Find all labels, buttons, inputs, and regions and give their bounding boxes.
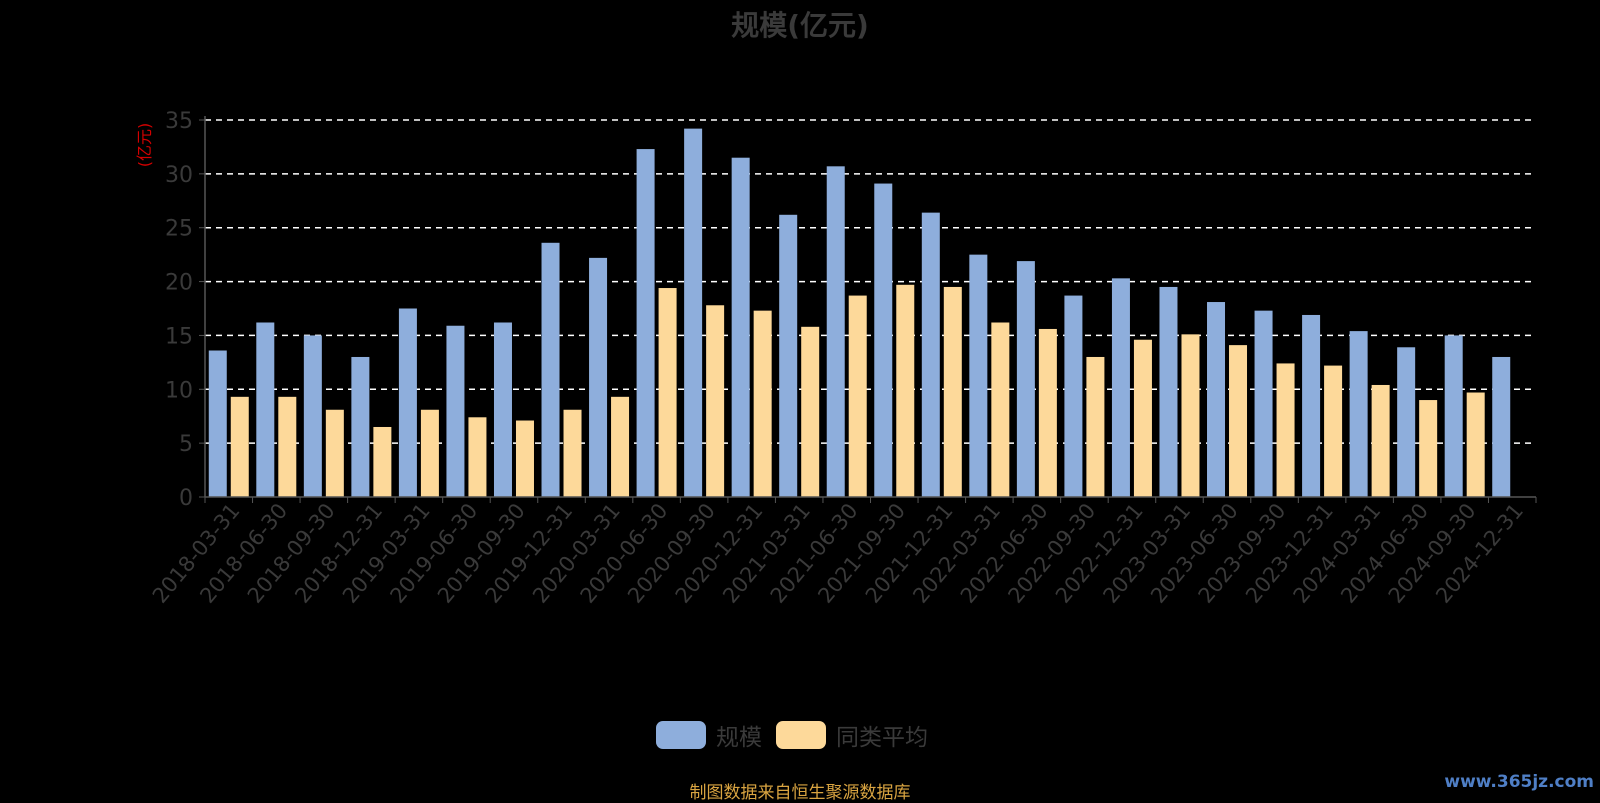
bars (208, 128, 1511, 498)
axes (199, 116, 1537, 503)
bar-peer-average-2020-03-31 (611, 396, 630, 497)
y-tick-label-35: 35 (165, 109, 193, 134)
bar-scale-2018-12-31 (351, 356, 370, 497)
bar-peer-average-2021-03-31 (801, 326, 820, 497)
bar-scale-2019-12-31 (541, 242, 560, 497)
bar-scale-2021-09-30 (874, 183, 893, 497)
bar-scale-2019-06-30 (446, 325, 465, 497)
legend-label-scale: 规模 (716, 725, 762, 751)
bar-peer-average-2018-06-30 (278, 396, 297, 497)
bar-peer-average-2024-06-30 (1419, 400, 1438, 497)
bar-peer-average-2020-09-30 (706, 305, 725, 497)
bar-peer-average-2022-12-31 (1133, 339, 1152, 497)
bar-peer-average-2018-12-31 (373, 426, 392, 497)
bar-scale-2022-12-31 (1111, 278, 1130, 497)
bar-scale-2020-12-31 (731, 157, 750, 497)
data-source-note: 制图数据来自恒生聚源数据库 (689, 783, 911, 803)
bar-peer-average-2019-12-31 (563, 409, 582, 497)
legend-swatch-peer-average (776, 721, 826, 749)
bar-peer-average-2018-09-30 (325, 409, 344, 497)
bar-peer-average-2019-09-30 (515, 420, 534, 497)
bar-peer-average-2019-03-31 (420, 409, 439, 497)
bar-peer-average-2020-06-30 (658, 288, 677, 497)
bar-scale-2021-12-31 (921, 212, 940, 498)
bar-scale-2024-06-30 (1397, 347, 1416, 497)
bar-peer-average-2023-03-31 (1181, 334, 1200, 497)
bar-scale-2020-03-31 (589, 257, 608, 497)
y-tick-label-15: 15 (165, 324, 193, 349)
legend-label-peer-average: 同类平均 (836, 725, 928, 751)
y-tick-label-20: 20 (165, 271, 193, 296)
bar-peer-average-2021-12-31 (943, 286, 962, 497)
y-tick-label-30: 30 (165, 163, 193, 188)
bar-peer-average-2024-03-31 (1371, 384, 1390, 497)
bar-scale-2018-06-30 (256, 322, 275, 497)
bar-peer-average-2023-12-31 (1324, 365, 1343, 497)
bar-scale-2018-09-30 (303, 335, 322, 497)
legend-item-scale[interactable]: 规模 (656, 718, 762, 752)
bar-scale-2021-03-31 (779, 214, 798, 497)
bar-peer-average-2020-12-31 (753, 310, 772, 497)
bar-peer-average-2021-09-30 (896, 284, 915, 497)
y-tick-label-10: 10 (165, 378, 193, 403)
bar-scale-2019-09-30 (493, 322, 512, 497)
y-tick-label-0: 0 (179, 486, 193, 511)
bar-scale-2023-06-30 (1207, 302, 1226, 497)
bar-scale-2023-03-31 (1159, 286, 1178, 497)
bar-peer-average-2024-09-30 (1466, 392, 1485, 497)
y-axis-label: (亿元) (135, 123, 154, 168)
bar-scale-2024-09-30 (1444, 335, 1463, 497)
bar-peer-average-2023-06-30 (1229, 345, 1248, 497)
bar-peer-average-2021-06-30 (848, 295, 867, 497)
bar-scale-2021-06-30 (826, 166, 845, 497)
bar-peer-average-2022-09-30 (1086, 356, 1105, 497)
bar-scale-2019-03-31 (398, 308, 417, 497)
bar-peer-average-2018-03-31 (230, 396, 249, 497)
legend-swatch-scale (656, 721, 706, 749)
bar-scale-2018-03-31 (208, 350, 227, 497)
bar-scale-2023-09-30 (1254, 310, 1273, 497)
bar-scale-2022-09-30 (1064, 295, 1083, 497)
bar-scale-2023-12-31 (1302, 314, 1321, 497)
bar-scale-2024-12-31 (1492, 356, 1511, 497)
bar-scale-2022-03-31 (969, 254, 988, 497)
legend: 规模 同类平均 (656, 718, 942, 752)
bar-peer-average-2022-06-30 (1038, 328, 1057, 497)
legend-item-peer-average[interactable]: 同类平均 (776, 718, 928, 752)
watermark: www.365jz.com (1444, 772, 1594, 792)
bar-scale-2020-09-30 (684, 128, 703, 498)
bar-peer-average-2023-09-30 (1276, 363, 1295, 497)
y-tick-label-5: 5 (179, 432, 193, 457)
bar-peer-average-2019-06-30 (468, 417, 487, 497)
bar-scale-2022-06-30 (1016, 261, 1035, 497)
bar-peer-average-2022-03-31 (991, 322, 1010, 497)
bar-scale-2020-06-30 (636, 149, 655, 497)
bar-scale-2024-03-31 (1349, 331, 1368, 497)
y-tick-label-25: 25 (165, 217, 193, 242)
chart-title: 规模(亿元) (731, 9, 869, 42)
